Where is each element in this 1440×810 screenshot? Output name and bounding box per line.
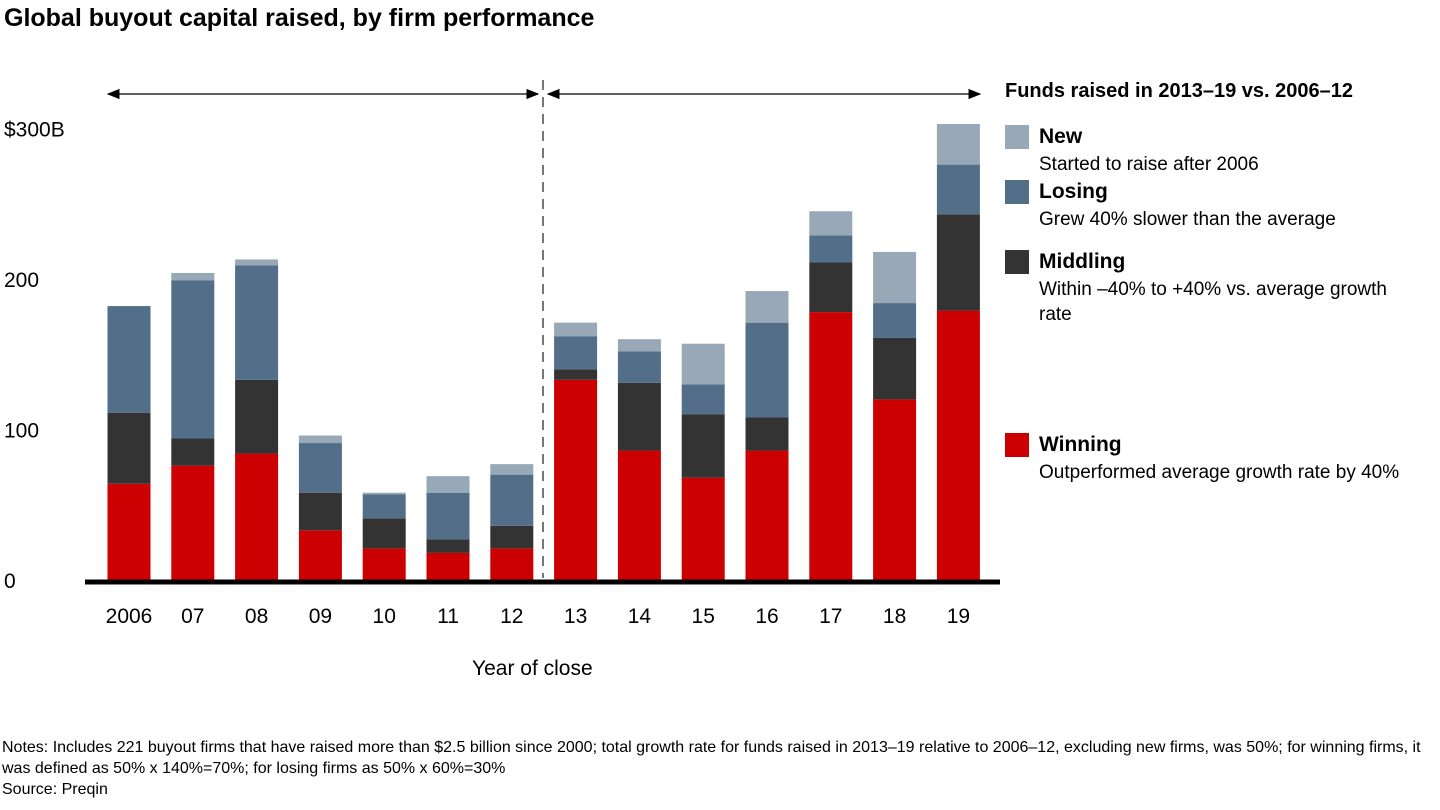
x-tick-label: 15 [692, 605, 715, 628]
bar-winning-15 [681, 477, 725, 580]
x-tick-label: 13 [564, 605, 587, 628]
bar-middling-09 [298, 492, 342, 531]
x-tick-label: 2006 [106, 605, 153, 628]
bar-middling-19 [936, 214, 980, 311]
bar-losing-15 [681, 384, 725, 415]
notes: Notes: Includes 221 buyout firms that ha… [2, 737, 1432, 800]
bar-losing-16 [745, 322, 789, 418]
bar-winning-18 [873, 399, 917, 580]
bar-winning-10 [362, 548, 406, 580]
legend-label: Middling [1039, 250, 1126, 273]
x-tick-label: 19 [947, 605, 970, 628]
bar-new-18 [873, 251, 917, 304]
notes-text: Notes: Includes 221 buyout firms that ha… [2, 739, 1421, 777]
bar-new-11 [426, 476, 470, 493]
bar-losing-19 [936, 164, 980, 215]
x-tick-label: 12 [500, 605, 523, 628]
bar-middling-12 [490, 525, 534, 549]
bar-middling-07 [171, 438, 215, 466]
bar-losing-11 [426, 492, 470, 540]
bar-new-19 [936, 123, 980, 165]
bar-winning-17 [809, 312, 853, 580]
bar-winning-19 [936, 310, 980, 580]
bar-losing-14 [617, 351, 661, 383]
bar-winning-08 [235, 453, 279, 580]
bar-losing-18 [873, 303, 917, 338]
x-tick-label: 07 [181, 605, 204, 628]
bar-winning-12 [490, 548, 534, 580]
bar-winning-2006 [107, 483, 151, 580]
bar-new-13 [554, 322, 598, 337]
bar-new-16 [745, 291, 789, 323]
y-tick-label: 200 [4, 269, 39, 292]
legend-swatch-new [1005, 125, 1029, 149]
bar-new-07 [171, 272, 215, 281]
bar-losing-10 [362, 494, 406, 519]
bar-losing-17 [809, 235, 853, 263]
legend-desc: Grew 40% slower than the average [1039, 209, 1336, 230]
legend-desc: Within –40% to +40% vs. average growth r… [1039, 279, 1387, 325]
bar-middling-10 [362, 518, 406, 549]
bar-chart: 2006 07 08 09 10 11 12 13 14 15 16 17 18 19 0 100 200 $30… [4, 80, 1000, 628]
chart-title: Global buyout capital raised, by firm pe… [4, 4, 595, 32]
legend-heading: Funds raised in 2013–19 vs. 2006–12 [1005, 80, 1353, 102]
bar-middling-18 [873, 337, 917, 400]
bar-winning-14 [617, 450, 661, 580]
bar-middling-14 [617, 382, 661, 451]
legend-desc: Outperformed average growth rate by 40% [1039, 462, 1400, 483]
x-tick-label: 18 [883, 605, 906, 628]
bar-middling-11 [426, 539, 470, 553]
bar-winning-16 [745, 450, 789, 580]
x-tick-label: 16 [755, 605, 778, 628]
x-tick-label: 09 [309, 605, 332, 628]
legend-swatch-winning [1005, 433, 1029, 457]
bar-losing-08 [235, 265, 279, 380]
x-tick-label: 14 [628, 605, 652, 628]
bar-new-12 [490, 464, 534, 475]
y-tick-label: 100 [4, 420, 39, 443]
legend-label: Losing [1039, 180, 1108, 203]
bar-middling-15 [681, 414, 725, 478]
bar-new-09 [298, 435, 342, 444]
x-axis-label: Year of close [472, 657, 593, 680]
x-tick-label: 08 [245, 605, 268, 628]
bar-winning-07 [171, 465, 215, 580]
bar-middling-2006 [107, 412, 151, 484]
legend-desc: Started to raise after 2006 [1039, 154, 1259, 175]
y-tick-label: $300B [4, 119, 65, 142]
bar-losing-13 [554, 336, 598, 370]
x-tick-label: 17 [819, 605, 842, 628]
source-text: Source: Preqin [2, 781, 108, 798]
bar-middling-13 [554, 369, 598, 380]
x-tick-label: 10 [373, 605, 396, 628]
bar-new-10 [362, 492, 406, 495]
bar-new-08 [235, 259, 279, 266]
bar-middling-08 [235, 379, 279, 454]
bar-winning-13 [554, 379, 598, 580]
y-tick-label: 0 [4, 570, 16, 593]
bar-losing-12 [490, 474, 534, 526]
bar-middling-17 [809, 262, 853, 313]
legend-label: Winning [1039, 433, 1122, 456]
bar-new-15 [681, 343, 725, 385]
bar-new-14 [617, 339, 661, 352]
bar-losing-2006 [107, 306, 151, 413]
legend-swatch-losing [1005, 180, 1029, 204]
legend-swatch-middling [1005, 250, 1029, 274]
legend-label: New [1039, 125, 1083, 148]
bar-winning-09 [298, 530, 342, 580]
bar-middling-16 [745, 417, 789, 451]
bar-new-17 [809, 211, 853, 236]
x-tick-label: 11 [437, 605, 459, 628]
bar-losing-09 [298, 443, 342, 493]
bar-winning-11 [426, 552, 470, 580]
bar-losing-07 [171, 280, 215, 439]
